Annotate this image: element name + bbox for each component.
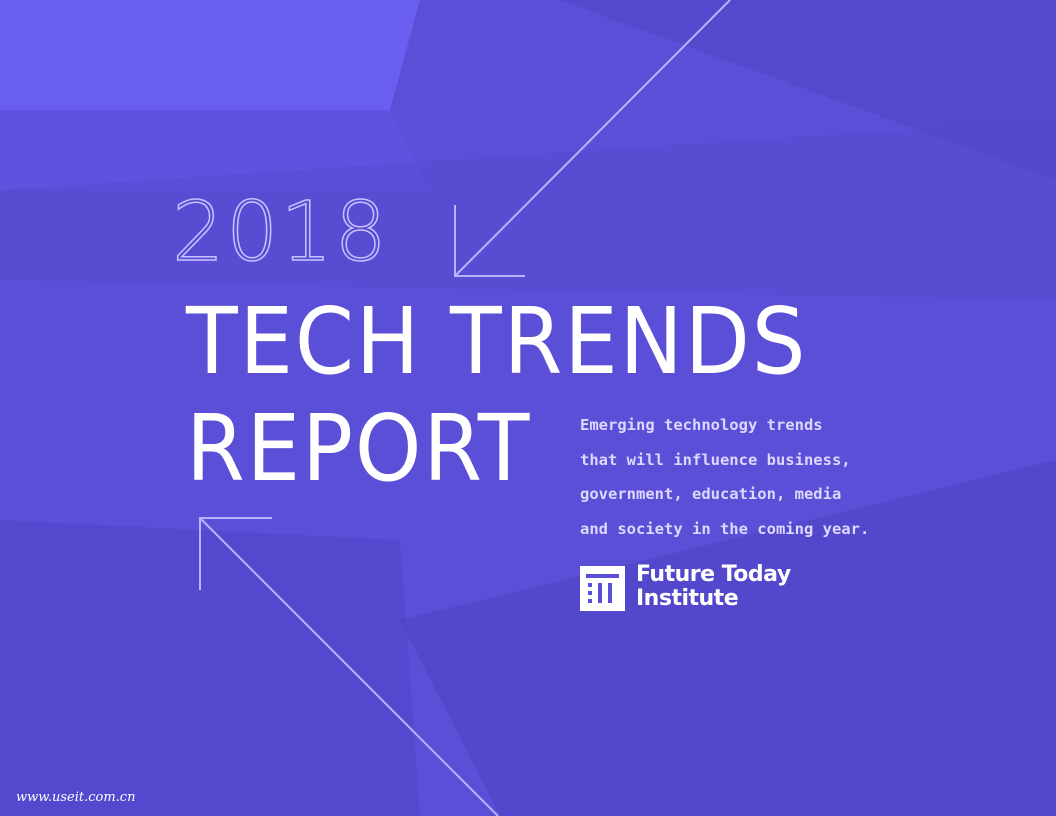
subtitle-line: Emerging technology trends [580, 416, 823, 434]
subtitle-line: government, education, media [580, 485, 842, 503]
subtitle-line: that will influence business, [580, 450, 851, 469]
subtitle: Emerging technology trends that will inf… [580, 408, 869, 546]
logo-mark [586, 574, 619, 603]
watermark: www.useit.com.cn [16, 790, 136, 805]
org-line: Future Today [636, 562, 791, 587]
title-line: REPORT [186, 395, 532, 502]
logo [580, 566, 625, 611]
organization: Future Today Institute [636, 563, 791, 611]
year: 2018 [171, 185, 389, 280]
subtitle-line: and society in the coming year. [580, 519, 870, 538]
title-line: TECH TRENDS [186, 288, 808, 395]
org-line: Institute [636, 586, 739, 611]
